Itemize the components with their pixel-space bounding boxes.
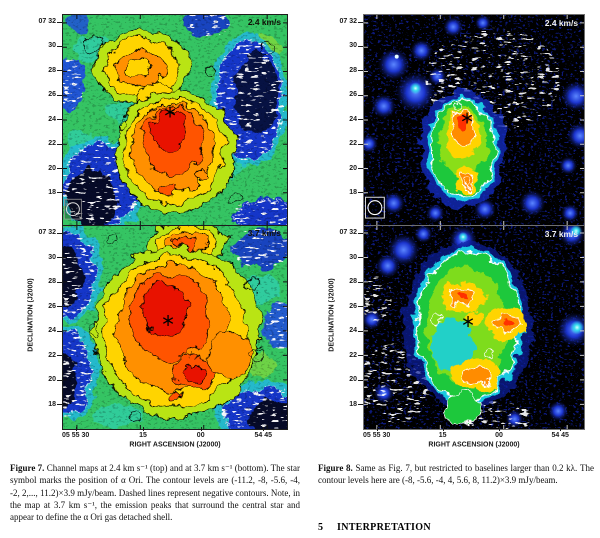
fig8-top-dec-axis: 07 32 30 28 26 24 22 20 18 — [327, 18, 363, 197]
fig8-bottom-dec-axis: 07 32 30 28 26 24 22 20 18 — [327, 229, 363, 409]
fig8-top-map: 2.4 km/s — [364, 15, 584, 225]
scattered-contours — [89, 234, 264, 424]
ra-tick-label: 54 45 — [254, 427, 272, 439]
ra-tick-label: 15 — [438, 427, 447, 439]
section-number: 5 — [318, 522, 323, 533]
figure8-caption: Figure 8. Same as Fig. 7, but restricted… — [318, 462, 594, 487]
figure7-caption-text: Channel maps at 2.4 km s⁻¹ (top) and at … — [10, 463, 300, 523]
dec-tick-label: 22 — [327, 352, 363, 360]
panel-tick-marks — [364, 226, 584, 429]
dec-tick-label: 30 — [327, 254, 363, 262]
panel-tick-marks — [63, 226, 287, 429]
dec-tick-label: 24 — [26, 116, 62, 124]
dec-tick-label: 28 — [327, 278, 363, 286]
fig8-bottom-map: 3.7 km/s — [364, 226, 584, 429]
ra-tick-label: 00 — [196, 427, 205, 439]
dec-tick-label: 20 — [26, 165, 62, 173]
dec-tick-label: 07 32 — [26, 229, 62, 237]
dec-tick-label: 18 — [26, 189, 62, 197]
ra-tick-label: 00 — [495, 427, 503, 439]
dec-tick-label: 30 — [26, 254, 62, 262]
star-symbol — [162, 315, 174, 327]
fig8-ra-axis: 05 55 30 15 00 54 45 — [363, 427, 585, 440]
ra-tick-label: 05 55 30 — [62, 427, 90, 439]
dec-tick-label: 26 — [26, 91, 62, 99]
fig7-bottom-dec-axis: 07 32 30 28 26 24 22 20 18 — [26, 229, 62, 409]
fig7-top-dec-axis: 07 32 30 28 26 24 22 20 18 — [26, 18, 62, 197]
star-symbol — [461, 112, 473, 124]
star-symbol — [164, 106, 176, 118]
dec-tick-label: 20 — [327, 165, 363, 173]
beam-indicator — [364, 196, 385, 219]
dec-tick-label: 28 — [327, 67, 363, 75]
dec-tick-label: 07 32 — [327, 229, 363, 237]
fig8-ra-axis-title: RIGHT ASCENSION (J2000) — [428, 441, 520, 449]
ra-tick-label: 54 45 — [551, 427, 569, 439]
star-symbol — [462, 316, 474, 328]
velocity-label: 2.4 km/s — [545, 18, 579, 28]
emission-region — [419, 90, 507, 210]
dec-tick-label: 18 — [327, 189, 363, 197]
dec-tick-label: 22 — [26, 140, 62, 148]
panel-tick-marks — [364, 15, 584, 225]
dec-tick-label: 18 — [26, 401, 62, 409]
ra-tick-label: 15 — [139, 427, 147, 439]
dec-tick-label: 30 — [26, 42, 62, 50]
section-heading: 5 INTERPRETATION — [318, 522, 431, 533]
ra-tick-label: 05 55 30 — [363, 427, 391, 439]
dec-tick-label: 26 — [327, 91, 363, 99]
dec-tick-label: 28 — [26, 278, 62, 286]
fig8-top-panel: 2.4 km/s — [363, 14, 585, 226]
dec-tick-label: 22 — [327, 140, 363, 148]
fig7-ra-axis-title: RIGHT ASCENSION (J2000) — [129, 441, 221, 449]
dec-tick-label: 24 — [26, 327, 62, 335]
fig7-ra-axis: 05 55 30 15 00 54 45 — [62, 427, 288, 440]
velocity-label: 3.7 km/s — [545, 229, 579, 239]
dec-tick-label: 07 32 — [26, 18, 62, 26]
fig7-top-panel: 2.4 km/s — [62, 14, 288, 226]
velocity-label: 2.4 km/s — [248, 17, 282, 27]
dec-tick-label: 18 — [327, 401, 363, 409]
section-title: INTERPRETATION — [337, 522, 431, 533]
fig8-dec-axis-title: DECLINATION (J2000) — [328, 278, 336, 352]
dec-tick-label: 26 — [327, 303, 363, 311]
velocity-label: 3.7 km/s — [248, 228, 282, 238]
figure8-caption-label: Figure 8. — [318, 463, 353, 473]
fig7-bottom-map: 3.7 km/s — [63, 226, 287, 429]
dec-tick-label: 24 — [327, 327, 363, 335]
dec-tick-label: 28 — [26, 67, 62, 75]
dec-tick-label: 20 — [26, 376, 62, 384]
dec-tick-label: 24 — [327, 116, 363, 124]
fig7-dec-axis-title: DECLINATION (J2000) — [27, 278, 35, 352]
dec-tick-label: 26 — [26, 303, 62, 311]
fig7-top-map: 2.4 km/s — [63, 15, 287, 225]
dec-tick-label: 07 32 — [327, 18, 363, 26]
emission-region — [93, 226, 261, 418]
scattered-contours — [84, 36, 274, 205]
panel-tick-marks — [63, 15, 287, 225]
fig8-bottom-panel: 3.7 km/s — [363, 226, 585, 430]
figure8-caption-text: Same as Fig. 7, but restricted to baseli… — [318, 463, 594, 486]
dec-tick-label: 22 — [26, 352, 62, 360]
dec-tick-label: 20 — [327, 376, 363, 384]
emission-region — [94, 29, 236, 214]
fig7-bottom-panel: 3.7 km/s — [62, 226, 288, 430]
figure7-caption-label: Figure 7. — [10, 463, 45, 473]
beam-indicator — [64, 198, 82, 220]
dec-tick-label: 30 — [327, 42, 363, 50]
figure7-caption: Figure 7. Channel maps at 2.4 km s⁻¹ (to… — [10, 462, 300, 523]
